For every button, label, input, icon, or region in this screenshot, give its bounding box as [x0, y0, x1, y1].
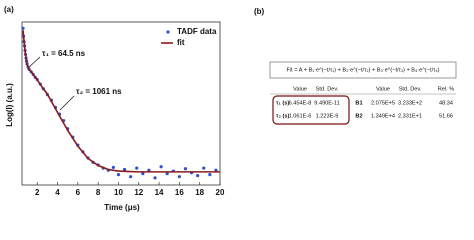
x-tick-label: 16	[175, 188, 184, 197]
data-point	[208, 172, 212, 177]
data-point	[196, 174, 200, 178]
x-tick-label: 4	[55, 188, 60, 197]
table-cell: τ₁ (s)	[276, 100, 289, 106]
x-tick-label: 20	[216, 188, 225, 197]
data-point	[21, 26, 25, 30]
table-cell: B1	[355, 100, 362, 106]
fit-line	[22, 30, 220, 173]
data-point	[165, 172, 169, 176]
x-tick-label: 10	[114, 188, 123, 197]
x-tick-label: 6	[76, 188, 81, 197]
annotation: τ₂ = 1061 ns	[76, 87, 122, 96]
figure: (a) (b) Time (μs) Log(I) (a.u.) 2 4 6 8 10 12…	[4, 5, 457, 212]
table-cell: 2.331E+1	[398, 113, 422, 119]
table-cell: 48.34	[439, 100, 453, 106]
x-axis-label: Time (μs)	[104, 203, 140, 212]
annotation: τ₁ = 64.5 ns	[42, 49, 86, 58]
data-point	[214, 168, 218, 172]
table-header: Rel. %	[438, 86, 455, 92]
panel-label: (b)	[254, 7, 265, 16]
data-point	[116, 172, 121, 177]
data-point	[141, 172, 145, 176]
formula-box	[269, 61, 457, 79]
x-tick-label: 14	[155, 188, 164, 197]
x-tick-label: 18	[195, 188, 204, 197]
table-cell: 1.349E+4	[371, 113, 395, 119]
x-tick-label: 12	[134, 188, 143, 197]
table-cell: 51.66	[439, 113, 453, 119]
data-point	[111, 165, 115, 170]
plot-frame	[21, 21, 221, 186]
table-cell: 2.075E+5	[371, 100, 395, 106]
data-point	[122, 167, 127, 172]
table-cell: τ₂ (s)	[276, 113, 290, 119]
data-point	[183, 167, 188, 171]
table-header: Value	[293, 86, 307, 92]
table-header: Std. Dev.	[316, 86, 339, 92]
table-header: Std. Dev.	[399, 86, 422, 92]
annotation-arrow	[27, 56, 41, 69]
legend-swatch	[166, 30, 170, 34]
data-point	[129, 175, 133, 179]
table-cell: 1.223E-9	[316, 113, 339, 119]
data-point	[147, 168, 151, 172]
data-point	[153, 176, 157, 180]
annotation-arrow	[59, 95, 75, 111]
table-cell: B2	[355, 113, 362, 119]
data-point	[202, 166, 206, 170]
table-cell: 6.454E-8	[289, 100, 312, 106]
data-point	[135, 166, 139, 170]
table-cell: 3.233E+2	[398, 100, 422, 106]
x-tick-label: 8	[96, 188, 101, 197]
table-cell: 9.490E-11	[314, 100, 339, 106]
x-tick-label: 2	[35, 188, 40, 197]
highlight-box	[272, 95, 350, 125]
legend-label: TADF data	[177, 27, 217, 36]
legend-label: fit	[177, 38, 185, 47]
panel-label: (a)	[4, 5, 14, 14]
table-header: Value	[376, 86, 390, 92]
formula: Fit = A + B₁·e^(−t/τ₁) + B₂·e^(−t/τ₂) + …	[287, 67, 440, 73]
table-cell: 1.061E-6	[289, 113, 312, 119]
data-point	[177, 175, 181, 179]
y-axis-label: Log(I) (a.u.)	[5, 83, 14, 127]
data-point	[159, 165, 163, 169]
